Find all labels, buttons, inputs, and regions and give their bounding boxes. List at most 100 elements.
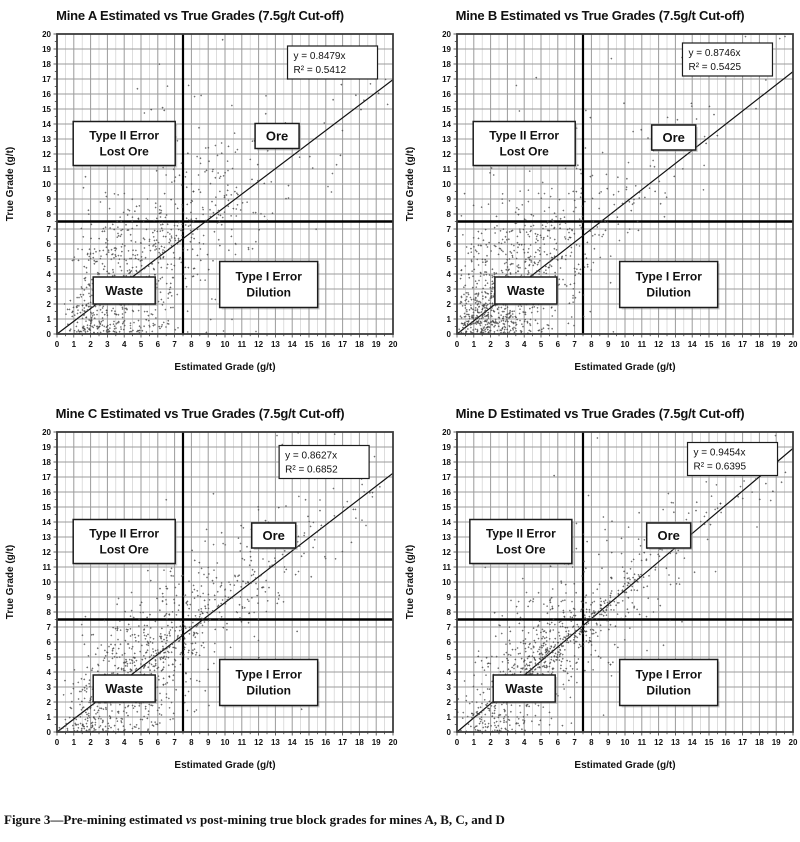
svg-text:Type II Error: Type II Error — [489, 129, 559, 143]
caption-suffix: post-mining true block grades for mines … — [196, 812, 505, 827]
annotation-box-type-i-error-dilution: Type I Error Dilution — [218, 260, 320, 310]
y-axis-label: True Grade (g/t) — [5, 147, 16, 221]
chart-cell-mine-d: Mine D Estimated vs True Grades (7.5g/t … — [400, 398, 800, 800]
svg-text:14: 14 — [42, 120, 51, 129]
annotation-box-waste: Waste — [92, 674, 158, 704]
svg-text:17: 17 — [42, 473, 51, 482]
svg-text:18: 18 — [42, 458, 51, 467]
y-axis-label: True Grade (g/t) — [5, 545, 16, 619]
equation-box: y = 0.8746x R² = 0.5425 — [681, 42, 774, 77]
y-axis-label: True Grade (g/t) — [405, 147, 416, 221]
svg-text:18: 18 — [755, 340, 764, 349]
svg-text:8: 8 — [447, 608, 452, 617]
svg-text:9: 9 — [447, 195, 452, 204]
annotation-box-type-ii-error-lost-ore: Type II Error Lost Ore — [72, 120, 178, 168]
svg-text:20: 20 — [442, 30, 451, 39]
svg-text:14: 14 — [288, 738, 297, 747]
svg-text:18: 18 — [355, 340, 364, 349]
cutoff-lines — [457, 34, 793, 334]
svg-text:5: 5 — [47, 653, 52, 662]
svg-text:y = 0.9454x: y = 0.9454x — [694, 448, 746, 459]
svg-text:14: 14 — [442, 120, 451, 129]
svg-text:20: 20 — [789, 340, 798, 349]
svg-text:8: 8 — [447, 210, 452, 219]
svg-text:5: 5 — [47, 255, 52, 264]
svg-text:15: 15 — [305, 340, 314, 349]
cutoff-lines — [57, 34, 393, 334]
svg-text:9: 9 — [206, 340, 211, 349]
svg-text:20: 20 — [42, 30, 51, 39]
plot-border — [56, 33, 394, 335]
svg-text:18: 18 — [442, 60, 451, 69]
svg-text:1: 1 — [72, 738, 77, 747]
svg-text:20: 20 — [789, 738, 798, 747]
svg-text:12: 12 — [254, 738, 263, 747]
y-axis-label: True Grade (g/t) — [405, 545, 416, 619]
svg-text:11: 11 — [238, 340, 247, 349]
svg-text:Type I Error: Type I Error — [235, 270, 302, 284]
svg-text:15: 15 — [442, 105, 451, 114]
svg-text:11: 11 — [443, 563, 452, 572]
svg-text:1: 1 — [47, 315, 52, 324]
chart-title-mine-a: Mine A Estimated vs True Grades (7.5g/t … — [56, 8, 344, 23]
svg-text:8: 8 — [589, 738, 594, 747]
svg-text:13: 13 — [671, 738, 680, 747]
svg-text:2: 2 — [47, 300, 52, 309]
svg-text:3: 3 — [105, 340, 110, 349]
equation-box: y = 0.9454x R² = 0.6395 — [686, 441, 779, 477]
svg-text:19: 19 — [772, 340, 781, 349]
svg-text:19: 19 — [42, 45, 51, 54]
svg-text:5: 5 — [139, 738, 144, 747]
svg-text:Waste: Waste — [105, 681, 143, 696]
svg-text:5: 5 — [139, 340, 144, 349]
svg-text:11: 11 — [238, 738, 247, 747]
svg-text:3: 3 — [505, 738, 510, 747]
chart-title-mine-b: Mine B Estimated vs True Grades (7.5g/t … — [455, 8, 745, 23]
svg-text:7: 7 — [47, 623, 52, 632]
svg-text:10: 10 — [221, 340, 230, 349]
svg-text:Type II Error: Type II Error — [89, 527, 159, 541]
svg-text:3: 3 — [47, 285, 52, 294]
x-axis-label: Estimated Grade (g/t) — [574, 362, 675, 373]
svg-text:12: 12 — [42, 150, 51, 159]
svg-text:6: 6 — [447, 638, 452, 647]
svg-text:7: 7 — [572, 738, 577, 747]
svg-text:9: 9 — [606, 340, 611, 349]
svg-text:y = 0.8746x: y = 0.8746x — [688, 48, 740, 59]
svg-text:12: 12 — [442, 150, 451, 159]
annotation-box-waste: Waste — [492, 674, 558, 704]
caption-vs: vs — [185, 812, 197, 827]
svg-text:16: 16 — [42, 488, 51, 497]
svg-text:12: 12 — [254, 340, 263, 349]
svg-text:8: 8 — [47, 210, 52, 219]
annotation-box-ore: Ore — [250, 522, 298, 550]
plot-border — [56, 431, 394, 733]
svg-text:10: 10 — [442, 578, 451, 587]
svg-text:5: 5 — [539, 738, 544, 747]
svg-text:9: 9 — [47, 593, 52, 602]
svg-text:6: 6 — [556, 738, 561, 747]
svg-text:y = 0.8479x: y = 0.8479x — [294, 51, 346, 62]
svg-text:16: 16 — [721, 340, 730, 349]
svg-text:0: 0 — [47, 728, 52, 737]
svg-text:0: 0 — [455, 738, 460, 747]
svg-text:3: 3 — [447, 285, 452, 294]
svg-text:1: 1 — [447, 713, 452, 722]
svg-text:10: 10 — [42, 180, 51, 189]
cutoff-lines — [457, 432, 793, 732]
svg-text:Type I Error: Type I Error — [235, 668, 302, 682]
svg-text:9: 9 — [447, 593, 452, 602]
svg-text:4: 4 — [522, 340, 527, 349]
equation-box: y = 0.8479x R² = 0.5412 — [286, 45, 379, 80]
svg-text:1: 1 — [472, 738, 477, 747]
chart-title-mine-c: Mine C Estimated vs True Grades (7.5g/t … — [55, 406, 345, 421]
svg-text:13: 13 — [42, 135, 51, 144]
svg-text:0: 0 — [55, 738, 60, 747]
chart-cell-mine-a: Mine A Estimated vs True Grades (7.5g/t … — [0, 0, 400, 398]
svg-text:Dilution: Dilution — [646, 684, 691, 698]
svg-text:Waste: Waste — [105, 283, 143, 298]
svg-text:2: 2 — [488, 340, 493, 349]
svg-text:14: 14 — [688, 340, 697, 349]
svg-text:15: 15 — [305, 738, 314, 747]
svg-text:Waste: Waste — [507, 283, 545, 298]
